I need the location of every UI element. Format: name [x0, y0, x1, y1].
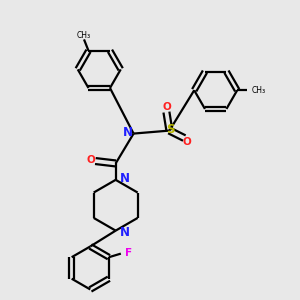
- Text: CH₃: CH₃: [76, 31, 91, 40]
- Text: N: N: [119, 172, 130, 184]
- Text: F: F: [125, 248, 132, 258]
- Text: O: O: [162, 102, 171, 112]
- Text: N: N: [123, 126, 133, 139]
- Text: N: N: [119, 226, 130, 238]
- Text: CH₃: CH₃: [252, 86, 266, 95]
- Text: O: O: [86, 154, 95, 165]
- Text: O: O: [183, 136, 192, 147]
- Text: S: S: [167, 124, 175, 136]
